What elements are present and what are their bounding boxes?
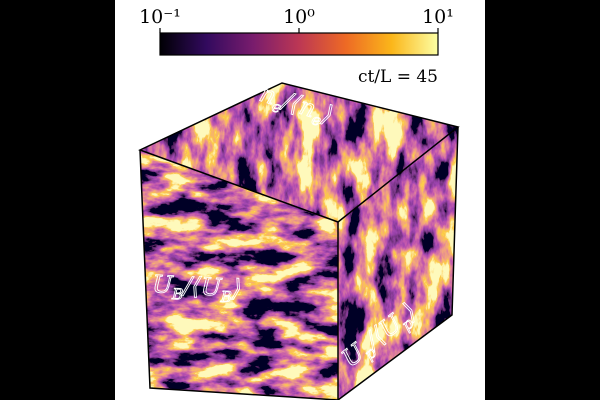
colorbar-tick-label: 10⁰ xyxy=(283,6,315,28)
cube-right-face xyxy=(338,127,458,400)
colorbar-tick-label: 10⁻¹ xyxy=(139,6,181,28)
label-part: B xyxy=(219,288,232,307)
colorbar xyxy=(159,32,439,56)
cube-edges xyxy=(138,82,460,400)
annotation: ct/L = 45 xyxy=(358,67,438,87)
label-part: ⟩ xyxy=(231,274,243,303)
label-part: /⟨U xyxy=(181,272,223,302)
label-part: U xyxy=(152,270,174,299)
cube-left-face xyxy=(140,150,338,400)
label-part: B xyxy=(171,285,184,304)
colorbar-tick-label: 10¹ xyxy=(422,6,454,28)
face-label: UB/⟨UB⟩ xyxy=(151,270,242,307)
cube-top-face xyxy=(140,83,458,222)
